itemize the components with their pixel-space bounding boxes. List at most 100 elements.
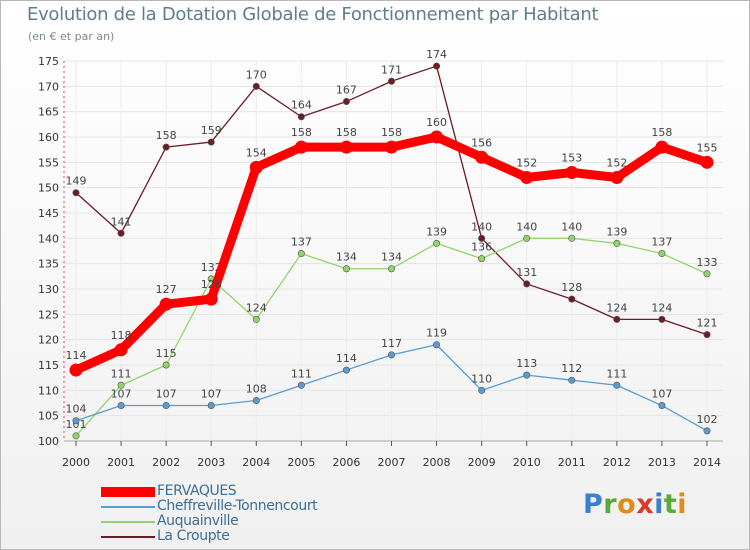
data-point-fervaques (385, 140, 398, 154)
data-point-cheffreville-tonnencourt (387, 351, 395, 359)
data-point-cheffreville-tonnencourt (523, 371, 531, 379)
data-point-fervaques (475, 150, 489, 164)
data-label-fervaques: 158 (651, 126, 672, 139)
data-point-la-croupte (162, 143, 170, 151)
data-label-auquainville: 140 (561, 220, 582, 233)
y-tick-label: 165 (38, 106, 59, 119)
data-label-cheffreville-tonnencourt: 110 (471, 372, 492, 385)
x-tick-label: 2009 (468, 456, 496, 469)
data-label-fervaques: 152 (606, 157, 627, 170)
x-tick-label: 2003 (197, 456, 225, 469)
data-point-cheffreville-tonnencourt (568, 376, 576, 384)
data-label-auquainville: 115 (156, 347, 177, 360)
data-point-auquainville (568, 234, 576, 242)
x-tick-label: 2011 (558, 456, 586, 469)
x-tick-label: 2013 (648, 456, 676, 469)
data-label-la-croupte: 167 (336, 84, 357, 97)
y-tick-label: 135 (38, 258, 59, 271)
legend-swatch (101, 505, 155, 508)
logo-letter: i (654, 489, 664, 520)
y-tick-label: 120 (38, 334, 59, 347)
data-point-cheffreville-tonnencourt (342, 366, 350, 374)
data-point-fervaques (159, 297, 173, 311)
data-point-fervaques (430, 130, 444, 144)
data-point-cheffreville-tonnencourt (252, 396, 260, 404)
x-tick-label: 2004 (242, 456, 270, 469)
data-label-la-croupte: 158 (156, 129, 177, 142)
data-point-auquainville (342, 265, 350, 273)
data-label-la-croupte: 170 (246, 68, 267, 81)
x-tick-label: 2000 (62, 456, 90, 469)
data-label-cheffreville-tonnencourt: 119 (426, 327, 447, 340)
data-label-la-croupte: 174 (426, 48, 447, 61)
data-point-la-croupte (568, 295, 576, 303)
data-label-cheffreville-tonnencourt: 107 (201, 388, 222, 401)
data-point-cheffreville-tonnencourt (297, 381, 305, 389)
x-tick-label: 2010 (513, 456, 541, 469)
legend-label: FERVAQUES (157, 483, 237, 499)
y-tick-label: 110 (38, 384, 59, 397)
chart-title: Evolution de la Dotation Globale de Fonc… (27, 4, 599, 25)
data-label-fervaques: 154 (246, 146, 267, 159)
x-tick-label: 2002 (152, 456, 180, 469)
data-point-la-croupte (342, 98, 350, 106)
data-point-cheffreville-tonnencourt (72, 417, 80, 425)
x-tick-label: 2001 (107, 456, 135, 469)
legend-label: Cheffreville-Tonnencourt (157, 498, 318, 514)
legend-item: La Croupte (101, 529, 317, 544)
data-label-auquainville: 133 (697, 256, 718, 269)
y-tick-label: 175 (38, 55, 59, 68)
data-point-auquainville (523, 234, 531, 242)
data-point-cheffreville-tonnencourt (703, 427, 711, 435)
data-label-fervaques: 158 (291, 126, 312, 139)
data-label-cheffreville-tonnencourt: 111 (606, 367, 627, 380)
legend-swatch (101, 535, 155, 538)
y-tick-label: 100 (38, 435, 59, 448)
data-point-fervaques (339, 140, 353, 154)
logo-letter: P (583, 489, 604, 520)
data-point-auquainville (703, 270, 711, 278)
y-tick-label: 130 (38, 283, 59, 296)
y-tick-label: 150 (38, 182, 59, 195)
data-point-cheffreville-tonnencourt (613, 381, 621, 389)
data-label-la-croupte: 124 (606, 301, 627, 314)
y-tick-label: 170 (38, 80, 59, 93)
x-tick-label: 2014 (693, 456, 721, 469)
data-label-auquainville: 101 (66, 418, 87, 431)
data-label-fervaques: 158 (336, 126, 357, 139)
data-label-fervaques: 118 (111, 329, 132, 342)
chart-subtitle: (en € et par an) (28, 30, 115, 43)
data-label-la-croupte: 164 (291, 99, 312, 112)
data-label-cheffreville-tonnencourt: 112 (561, 362, 582, 375)
data-label-auquainville: 111 (111, 367, 132, 380)
data-point-auquainville (478, 255, 486, 263)
data-point-la-croupte (433, 62, 441, 70)
data-point-auquainville (658, 250, 666, 258)
data-label-cheffreville-tonnencourt: 104 (66, 403, 87, 416)
x-tick-label: 2012 (603, 456, 631, 469)
data-label-la-croupte: 131 (516, 266, 537, 279)
logo-letter: t (663, 489, 678, 520)
data-point-auquainville (297, 250, 305, 258)
y-tick-label: 125 (38, 308, 59, 321)
data-point-la-croupte (658, 315, 666, 323)
data-label-fervaques: 114 (66, 349, 87, 362)
data-label-fervaques: 155 (697, 141, 718, 154)
data-label-auquainville: 134 (381, 251, 402, 264)
data-label-auquainville: 139 (606, 225, 627, 238)
data-point-auquainville (613, 239, 621, 247)
data-label-fervaques: 156 (471, 136, 492, 149)
data-label-la-croupte: 140 (471, 220, 492, 233)
data-point-la-croupte (297, 113, 305, 121)
data-label-fervaques: 160 (426, 116, 447, 129)
data-label-fervaques: 127 (156, 283, 177, 296)
logo-letter: i (677, 489, 688, 520)
y-tick-label: 155 (38, 156, 59, 169)
data-label-cheffreville-tonnencourt: 114 (336, 352, 357, 365)
data-label-auquainville: 137 (291, 236, 312, 249)
legend-item: FERVAQUES (101, 484, 317, 499)
data-point-cheffreville-tonnencourt (433, 341, 441, 349)
y-tick-label: 160 (38, 131, 59, 144)
